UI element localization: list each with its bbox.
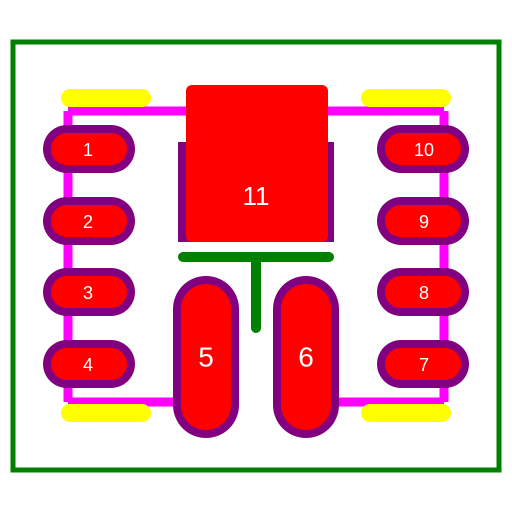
pad-4: 4 bbox=[43, 340, 135, 388]
pad-2-label: 2 bbox=[83, 212, 93, 232]
pad-10: 10 bbox=[377, 125, 469, 173]
pad-5: 5 bbox=[173, 276, 239, 438]
pad-10-label: 10 bbox=[414, 140, 434, 160]
pad-4-label: 4 bbox=[83, 355, 93, 375]
pad-2: 2 bbox=[43, 197, 135, 245]
pad-3-label: 3 bbox=[83, 283, 93, 303]
courtyard-marks bbox=[61, 89, 451, 422]
center-mark bbox=[178, 252, 334, 333]
pad-1: 1 bbox=[43, 125, 135, 173]
pad-11: 11 bbox=[178, 85, 334, 242]
pad-6: 6 bbox=[273, 276, 339, 438]
pad-3: 3 bbox=[43, 268, 135, 316]
pad-5-label: 5 bbox=[198, 342, 214, 373]
pad-1-label: 1 bbox=[83, 140, 93, 160]
pad-9: 9 bbox=[377, 197, 469, 245]
pad-8-label: 8 bbox=[419, 283, 429, 303]
pad-7-label: 7 bbox=[419, 355, 429, 375]
pad-9-label: 9 bbox=[419, 212, 429, 232]
board-outline bbox=[10, 39, 502, 473]
pad-11-copper bbox=[186, 85, 328, 242]
pad-7: 7 bbox=[377, 340, 469, 388]
pad-11-label: 11 bbox=[243, 181, 270, 211]
pad-8: 8 bbox=[377, 268, 469, 316]
pad-6-label: 6 bbox=[298, 342, 314, 373]
